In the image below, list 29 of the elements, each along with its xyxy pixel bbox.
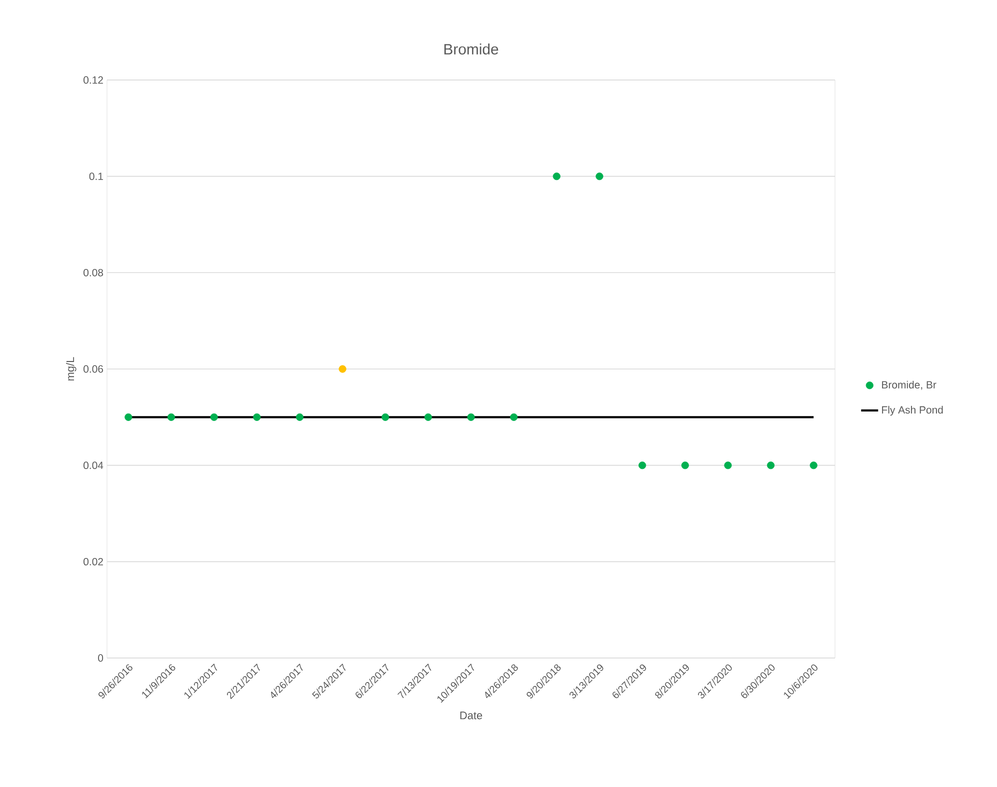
point xyxy=(681,462,689,470)
chart-title: Bromide xyxy=(444,44,498,54)
point xyxy=(167,413,176,421)
x-axis-title: Date xyxy=(460,712,482,720)
legend-label: Fly Ash Pond xyxy=(882,406,943,416)
point xyxy=(253,413,261,421)
point xyxy=(810,462,818,470)
point xyxy=(552,172,560,180)
point xyxy=(638,462,646,470)
point xyxy=(510,413,518,421)
y-tick-label: 0.02 xyxy=(84,558,103,566)
point xyxy=(338,365,346,373)
point xyxy=(467,413,475,421)
point xyxy=(382,413,390,421)
y-tick-label: 0 xyxy=(98,654,104,662)
legend-label: Bromide, Br xyxy=(882,380,936,390)
point xyxy=(724,462,732,470)
y-tick-label: 0.08 xyxy=(84,268,104,276)
y-axis-title: mg/L xyxy=(66,357,76,380)
point xyxy=(766,462,775,470)
y-tick-label: 0.04 xyxy=(84,462,104,470)
point xyxy=(296,413,304,421)
y-tick-label: 0.1 xyxy=(89,172,103,180)
point xyxy=(124,413,132,421)
point xyxy=(210,413,218,421)
y-tick-label: 0.12 xyxy=(84,76,103,84)
point xyxy=(596,172,604,180)
y-tick-label: 0.06 xyxy=(84,365,104,373)
point xyxy=(424,413,432,421)
